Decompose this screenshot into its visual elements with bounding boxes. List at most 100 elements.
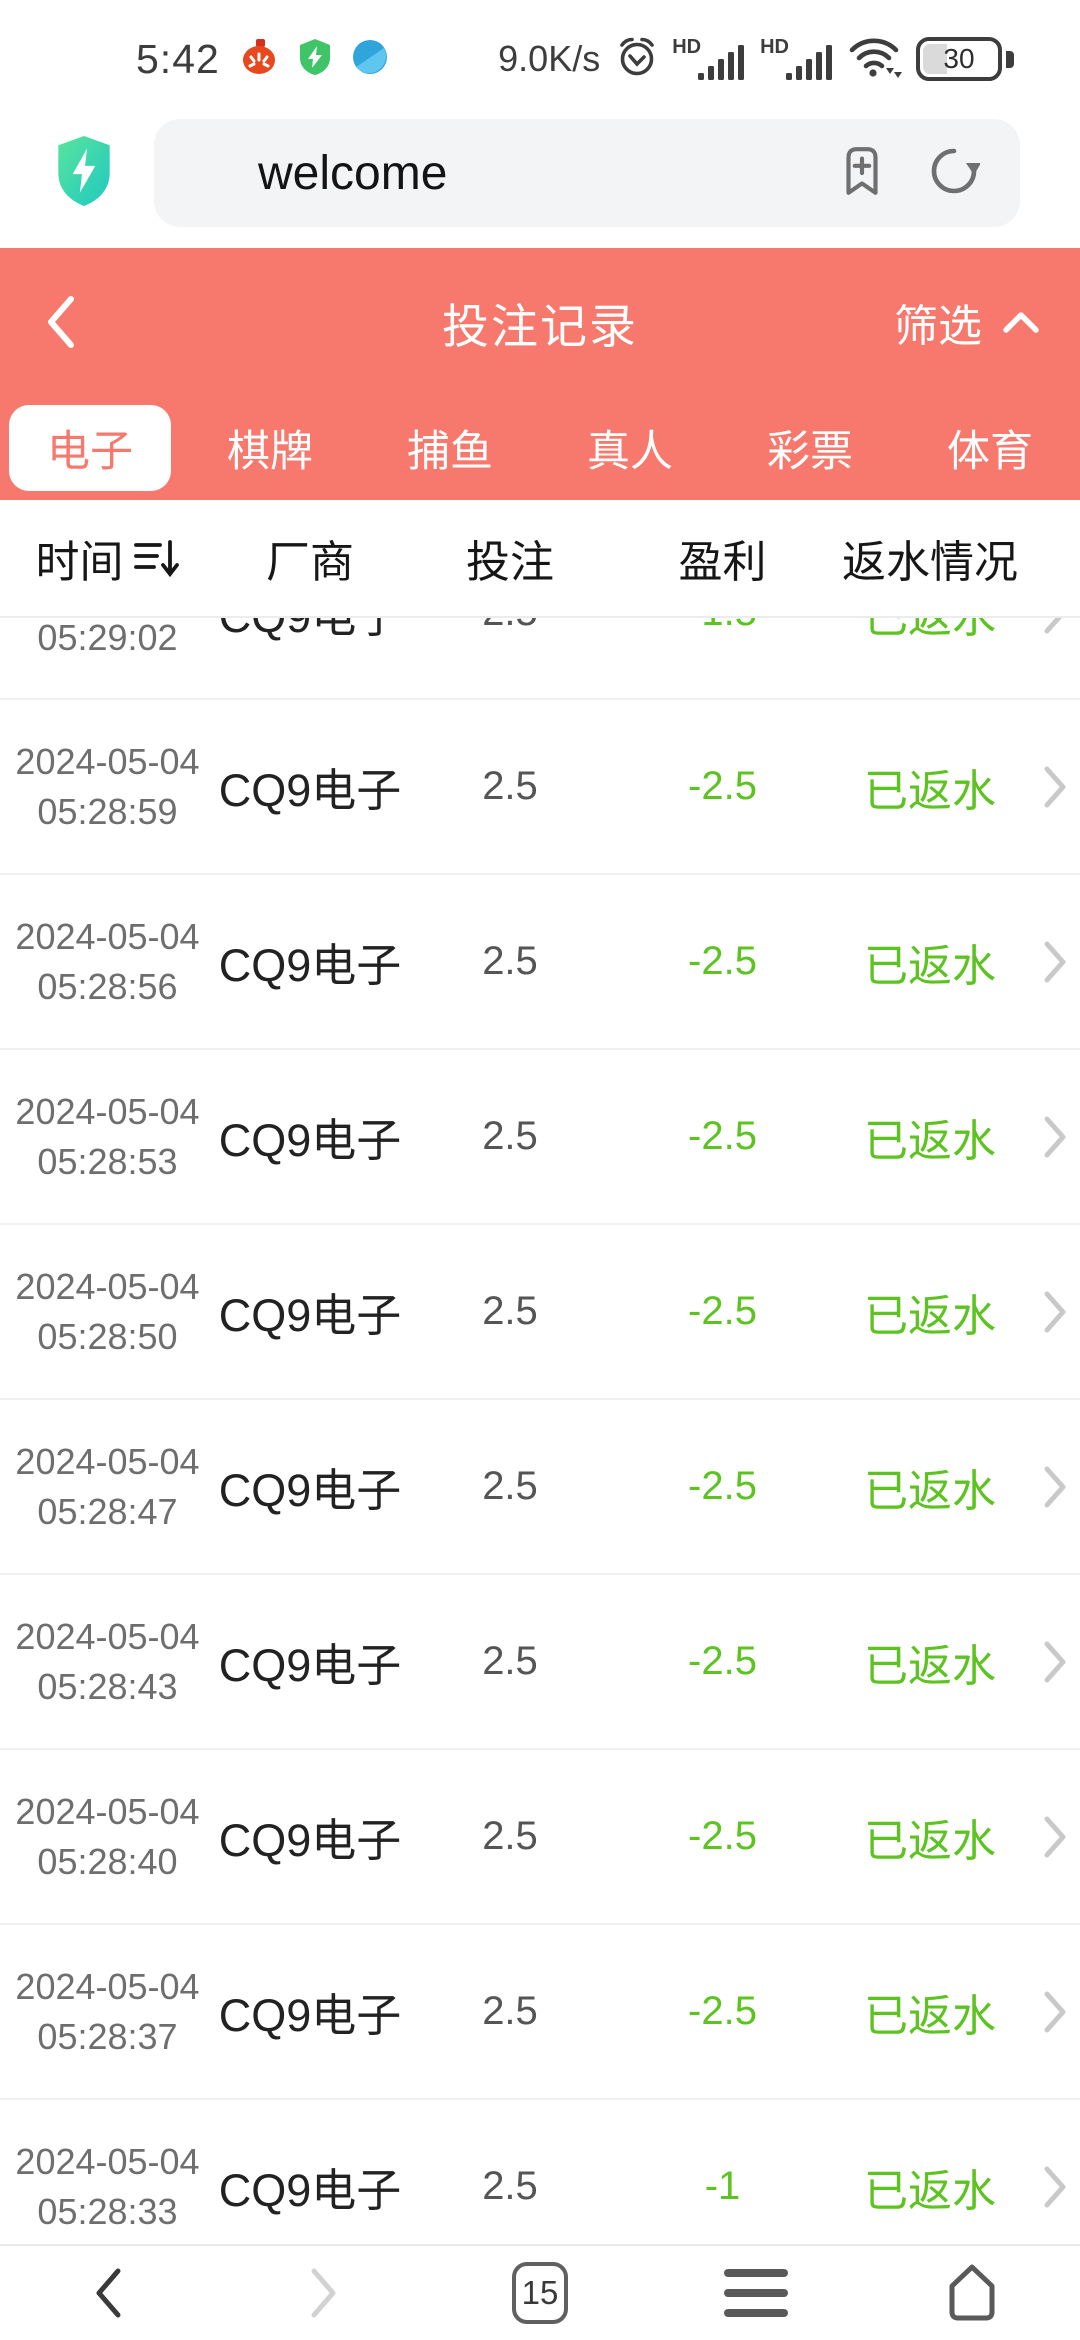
row-vendor: CQ9电子 xyxy=(218,940,402,991)
row-profit: -1 xyxy=(704,2164,741,2208)
tab-label: 棋牌 xyxy=(227,428,313,476)
row-rebate: 已返水 xyxy=(864,1641,996,1691)
tomato-app-icon xyxy=(240,38,278,81)
row-time-cell: 2024-05-04 05:28:43 xyxy=(0,1612,215,1712)
col-bet: 投注 xyxy=(466,538,554,587)
bet-row[interactable]: 2024-05-04 05:28:59 CQ9电子 2.5 -2.5 已返水 xyxy=(0,700,1080,875)
row-vendor: CQ9电子 xyxy=(218,2165,402,2216)
chevron-right-icon xyxy=(1044,618,1062,633)
chevron-right-icon xyxy=(1044,1641,1066,1682)
bet-row[interactable]: 2024-05-04 05:28:50 CQ9电子 2.5 -2.5 已返水 xyxy=(0,1225,1080,1400)
row-profit: -2.5 xyxy=(688,764,757,808)
row-chevron xyxy=(1030,1113,1080,1161)
bet-row[interactable]: 2024-05-04 05:28:33 CQ9电子 2.5 -1 已返水 xyxy=(0,2100,1080,2244)
tab-1[interactable]: 棋牌 xyxy=(180,405,360,491)
bookmark-add-icon[interactable] xyxy=(838,144,886,203)
tab-4[interactable]: 彩票 xyxy=(720,405,900,491)
chevron-right-icon xyxy=(1044,1816,1066,1857)
tab-count: 15 xyxy=(521,2274,559,2311)
partial-row-clip: 2024-05-04 05:29:02 CQ9电子 2.5 -1.5 已返水 xyxy=(0,618,1080,700)
row-vendor: CQ9电子 xyxy=(218,765,402,816)
row-time-cell: 2024-05-04 05:28:47 xyxy=(0,1437,215,1537)
chevron-left-icon xyxy=(96,2268,121,2318)
row-bet: 2.5 xyxy=(482,1114,538,1158)
nav-home-button[interactable] xyxy=(864,2262,1080,2324)
col-vendor: 厂商 xyxy=(266,538,354,587)
row-profit: -2.5 xyxy=(688,1464,757,1508)
bet-row[interactable]: 2024-05-04 05:28:37 CQ9电子 2.5 -2.5 已返水 xyxy=(0,1925,1080,2100)
browser-bar: welcome xyxy=(0,104,1080,248)
row-chevron xyxy=(1030,1813,1080,1861)
battery-tip xyxy=(1006,50,1014,68)
row-time: 05:28:37 xyxy=(37,2015,178,2057)
nav-forward-button[interactable] xyxy=(216,2265,432,2321)
row-date: 2024-05-04 xyxy=(15,1615,200,1657)
col-rebate: 返水情况 xyxy=(842,538,1018,587)
clock-text: 5:42 xyxy=(136,35,220,82)
col-profit: 盈利 xyxy=(678,538,767,587)
row-time-cell: 2024-05-04 05:28:37 xyxy=(0,1962,215,2062)
tab-3[interactable]: 真人 xyxy=(540,405,720,491)
row-date: 2024-05-04 xyxy=(15,2140,200,2182)
row-chevron xyxy=(1030,1638,1080,1686)
row-rebate: 已返水 xyxy=(864,1991,996,2041)
row-vendor: CQ9电子 xyxy=(215,618,405,645)
row-time-cell: 2024-05-04 05:28:56 xyxy=(0,912,215,1012)
nav-back-button[interactable] xyxy=(0,2265,216,2321)
chevron-right-icon xyxy=(1044,941,1066,982)
filter-button[interactable]: 筛选 xyxy=(894,290,1042,354)
page-header: 投注记录 筛选 电子 棋牌 捕鱼 真人 彩票 体育 xyxy=(0,248,1080,500)
title-row: 投注记录 筛选 xyxy=(0,248,1080,396)
row-chevron xyxy=(1030,1988,1080,2036)
tab-5[interactable]: 体育 xyxy=(900,405,1080,491)
bottom-nav: 15 xyxy=(0,2244,1080,2340)
row-time-cell: 2024-05-04 05:28:50 xyxy=(0,1262,215,1362)
row-bet: 2.5 xyxy=(482,1639,538,1683)
row-profit: -1.5 xyxy=(615,618,830,635)
tabs: 电子 棋牌 捕鱼 真人 彩票 体育 xyxy=(0,396,1080,500)
bet-row[interactable]: 2024-05-04 05:29:02 CQ9电子 2.5 -1.5 已返水 xyxy=(0,618,1080,698)
wifi-icon xyxy=(848,35,902,84)
address-bar[interactable]: welcome xyxy=(154,119,1020,227)
back-button[interactable] xyxy=(42,292,78,352)
tab-0[interactable]: 电子 xyxy=(0,405,180,491)
row-bet: 2.5 xyxy=(482,1989,538,2033)
bet-row[interactable]: 2024-05-04 05:28:40 CQ9电子 2.5 -2.5 已返水 xyxy=(0,1750,1080,1925)
row-rebate: 已返水 xyxy=(864,1466,996,1516)
bet-row[interactable]: 2024-05-04 05:28:47 CQ9电子 2.5 -2.5 已返水 xyxy=(0,1400,1080,1575)
row-date: 2024-05-04 xyxy=(15,1090,200,1132)
filter-label: 筛选 xyxy=(894,302,982,351)
nav-tabs-button[interactable]: 15 xyxy=(432,2262,648,2324)
bet-row[interactable]: 2024-05-04 05:28:53 CQ9电子 2.5 -2.5 已返水 xyxy=(0,1050,1080,1225)
bet-row[interactable]: 2024-05-04 05:28:43 CQ9电子 2.5 -2.5 已返水 xyxy=(0,1575,1080,1750)
row-bet: 2.5 xyxy=(482,1289,538,1333)
row-rebate: 已返水 xyxy=(864,1116,996,1166)
browser-shield-logo-icon[interactable] xyxy=(52,134,116,213)
bet-row[interactable]: 2024-05-04 05:28:56 CQ9电子 2.5 -2.5 已返水 xyxy=(0,875,1080,1050)
alarm-icon xyxy=(616,36,658,83)
chevron-right-icon xyxy=(1044,766,1066,807)
row-time: 05:28:47 xyxy=(37,1490,178,1532)
row-time: 05:28:40 xyxy=(37,1840,178,1882)
row-chevron xyxy=(1030,938,1080,986)
chevron-right-icon xyxy=(1044,1991,1066,2032)
row-chevron xyxy=(1030,763,1080,811)
row-chevron xyxy=(1030,2163,1080,2211)
tab-label: 电子 xyxy=(9,405,171,491)
page-title: 投注记录 xyxy=(442,299,638,353)
nav-menu-button[interactable] xyxy=(648,2269,864,2317)
chevron-right-icon xyxy=(1044,1291,1066,1332)
row-vendor: CQ9电子 xyxy=(218,1815,402,1866)
row-bet: 2.5 xyxy=(482,1464,538,1508)
col-time[interactable]: 时间 xyxy=(0,526,215,590)
row-time: 05:28:53 xyxy=(37,1140,178,1182)
row-time: 05:28:59 xyxy=(37,790,178,832)
row-bet: 2.5 xyxy=(405,618,615,635)
tab-2[interactable]: 捕鱼 xyxy=(360,405,540,491)
chevron-right-icon xyxy=(1044,2166,1066,2207)
address-bar-text: welcome xyxy=(258,146,448,200)
hd-signal-icon: HD xyxy=(672,37,746,81)
row-vendor: CQ9电子 xyxy=(218,1465,402,1516)
refresh-icon[interactable] xyxy=(928,145,981,202)
